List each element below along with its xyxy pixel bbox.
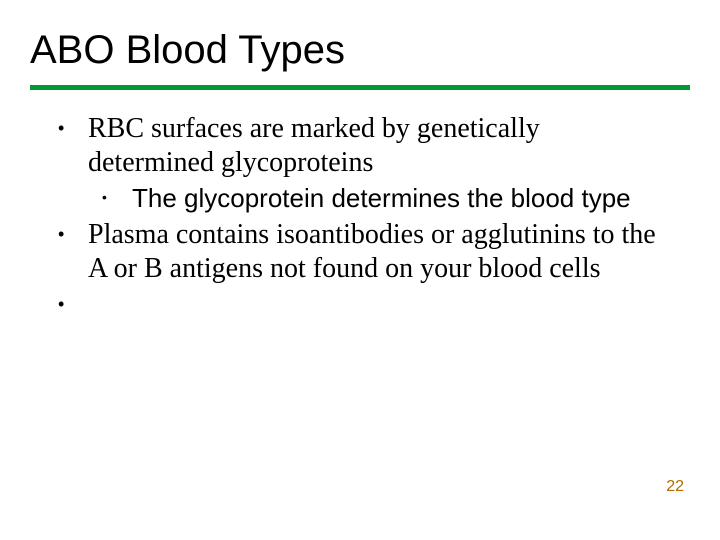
- bullet-item-1: RBC surfaces are marked by genetically d…: [52, 112, 670, 216]
- bullet-item-2: Plasma contains isoantibodies or aggluti…: [52, 218, 670, 286]
- bullet-text: RBC surfaces are marked by genetically d…: [88, 113, 540, 178]
- slide-title: ABO Blood Types: [30, 28, 690, 83]
- page-number: 22: [666, 478, 684, 496]
- sub-bullet-list: The glycoprotein determines the blood ty…: [88, 182, 670, 215]
- sub-bullet-text: The glycoprotein determines the blood ty…: [132, 183, 631, 213]
- slide: ABO Blood Types RBC surfaces are marked …: [0, 0, 720, 540]
- bullet-list: RBC surfaces are marked by genetically d…: [52, 112, 670, 286]
- bullet-text: Plasma contains isoantibodies or aggluti…: [88, 219, 656, 284]
- sub-bullet-item-1: The glycoprotein determines the blood ty…: [88, 182, 670, 215]
- slide-content: RBC surfaces are marked by genetically d…: [30, 90, 690, 286]
